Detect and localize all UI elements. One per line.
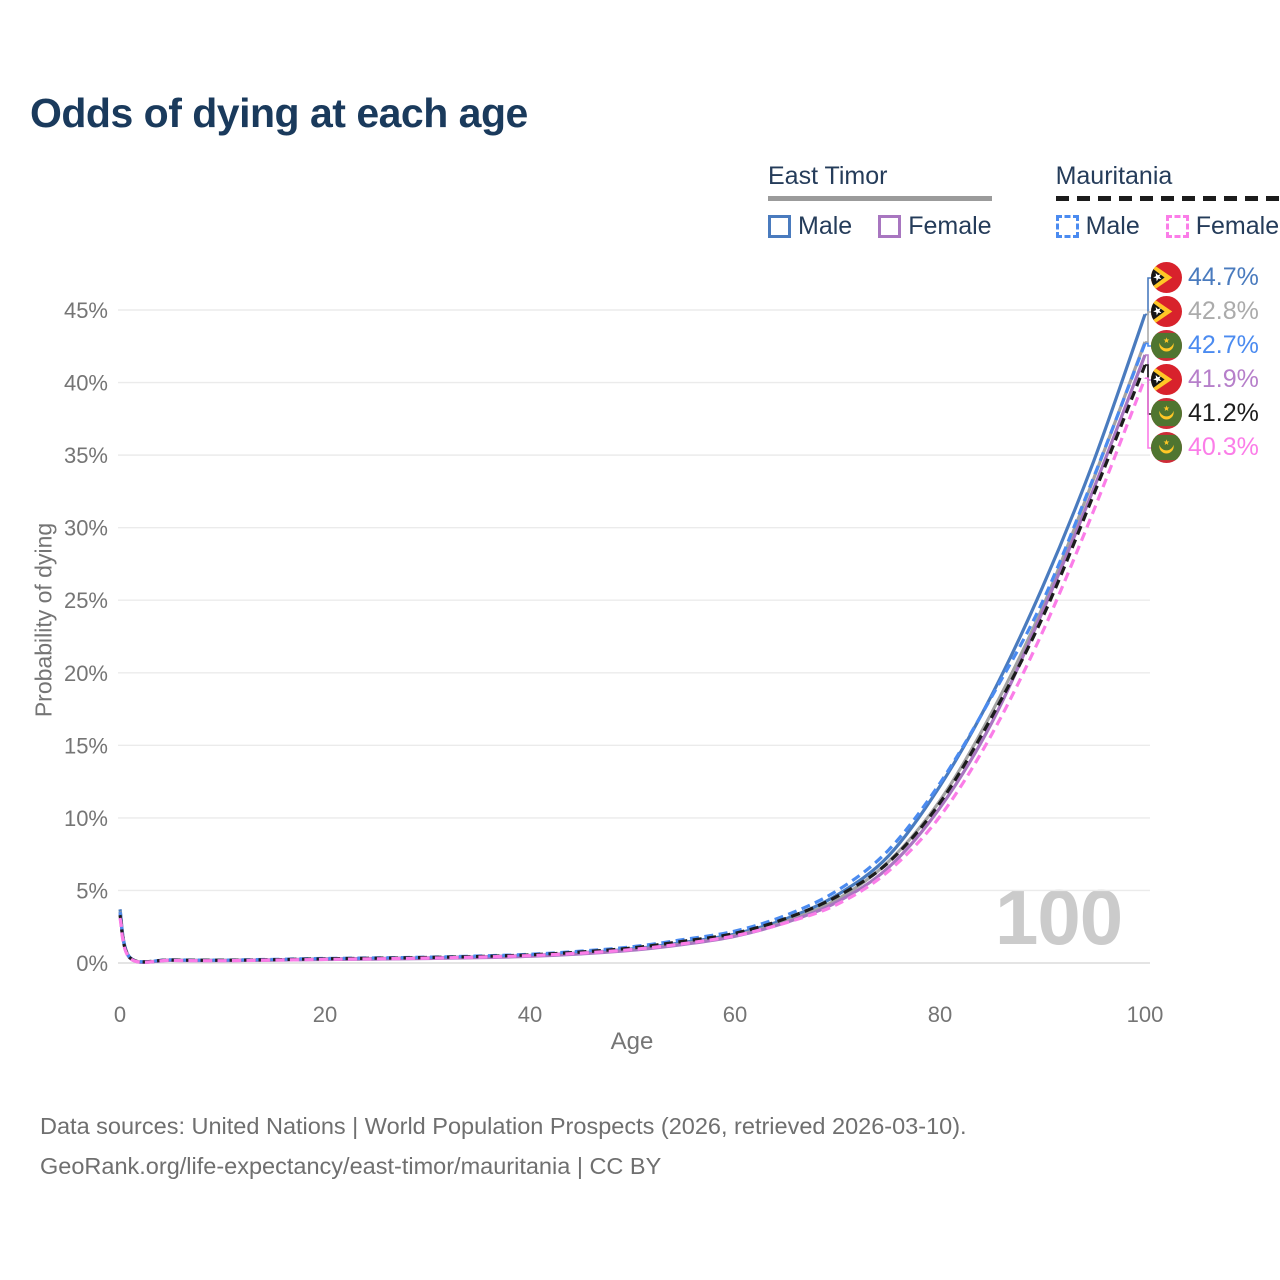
series-line-mauritania-both-sexes- [118,364,1147,964]
legend-item-label: Male [1085,212,1140,240]
legend-header-mauritania: Mauritania [1055,162,1173,190]
end-label-value: 41.9% [1188,365,1259,393]
x-tick-label: 40 [518,1002,542,1027]
legend-item-mauritania-male: Male [1055,212,1140,241]
east-timor-male-swatch-icon [768,215,791,238]
end-label-value: 44.7% [1188,263,1259,291]
y-tick-label: 0% [76,951,108,976]
x-tick-label: 20 [313,1002,337,1027]
series-line-east-timor-female [118,354,1147,965]
mauritania-flag-icon [1151,330,1182,361]
footer: Data sources: United Nations | World Pop… [40,1106,967,1186]
series-line-east-timor-male [118,313,1147,964]
attribution-url-text: GeoRank.org/life-expectancy/east-timor/m… [40,1153,662,1179]
legend-item-label: Male [798,212,853,240]
y-axis-title: Probability of dying [30,522,57,718]
age-counter-watermark: 100 [995,873,1123,961]
end-label-value: 42.7% [1188,331,1259,359]
y-tick-label: 5% [76,878,108,903]
legend-item-east-timor-male: Male [768,212,852,241]
legend-item-east-timor-female: Female [878,212,992,241]
end-label-value: 42.8% [1188,297,1259,325]
y-tick-label: 30% [64,516,108,541]
east-timor-female-swatch-icon [878,215,902,238]
y-tick-label: 35% [64,443,108,468]
y-tick-label: 45% [64,298,108,323]
end-label-mauritania-female: 40.3% [1151,432,1259,463]
mauritania-flag-icon [1151,398,1182,429]
east-timor-flag-icon [1151,262,1182,293]
data-source-text: Data sources: United Nations | World Pop… [40,1113,967,1139]
y-tick-label: 25% [64,588,108,613]
mauritania-flag-icon [1151,432,1182,463]
mauritania-female-swatch-icon [1165,215,1189,238]
y-tick-label: 15% [64,733,108,758]
end-label-east-timor-female: 41.9% [1151,364,1259,395]
end-label-mauritania-both-sexes-: 41.2% [1151,398,1259,429]
legend-item-mauritania-female: Female [1165,212,1280,241]
east-timor-flag-icon [1151,364,1182,395]
end-label-mauritania-male: 42.7% [1151,330,1259,361]
end-label-value: 40.3% [1188,433,1259,461]
x-tick-label: 60 [723,1002,747,1027]
y-tick-label: 10% [64,806,108,831]
series-line-east-timor-both-sexes- [118,341,1147,964]
y-tick-label: 40% [64,371,108,396]
legend-group-east-timor: East Timor Male Female [768,162,992,241]
legend-item-label: Female [908,212,992,240]
end-label-value: 41.2% [1188,399,1259,427]
legend-header-east-timor: East Timor [768,162,888,190]
end-label-east-timor-both-sexes-: 42.8% [1151,296,1259,327]
legend-group-mauritania: Mauritania Male Female [1055,162,1280,241]
x-tick-label: 0 [114,1002,126,1027]
east-timor-solid-line-swatch [768,196,992,201]
series-line-mauritania-female [118,377,1147,964]
east-timor-flag-icon [1151,296,1182,327]
end-label-east-timor-male: 44.7% [1151,262,1259,293]
mauritania-dashed-line-swatch [1055,196,1280,201]
x-tick-label: 100 [1127,1002,1164,1027]
legend-item-label: Female [1195,212,1280,240]
y-tick-label: 20% [64,661,108,686]
mauritania-male-swatch-icon [1055,215,1079,238]
x-axis-title: Age [610,1028,654,1055]
x-tick-label: 80 [928,1002,952,1027]
legend: East Timor Male Female Mauritania Male [768,162,1280,241]
series-line-mauritania-male [118,342,1147,964]
page-title: Odds of dying at each age [30,90,528,136]
